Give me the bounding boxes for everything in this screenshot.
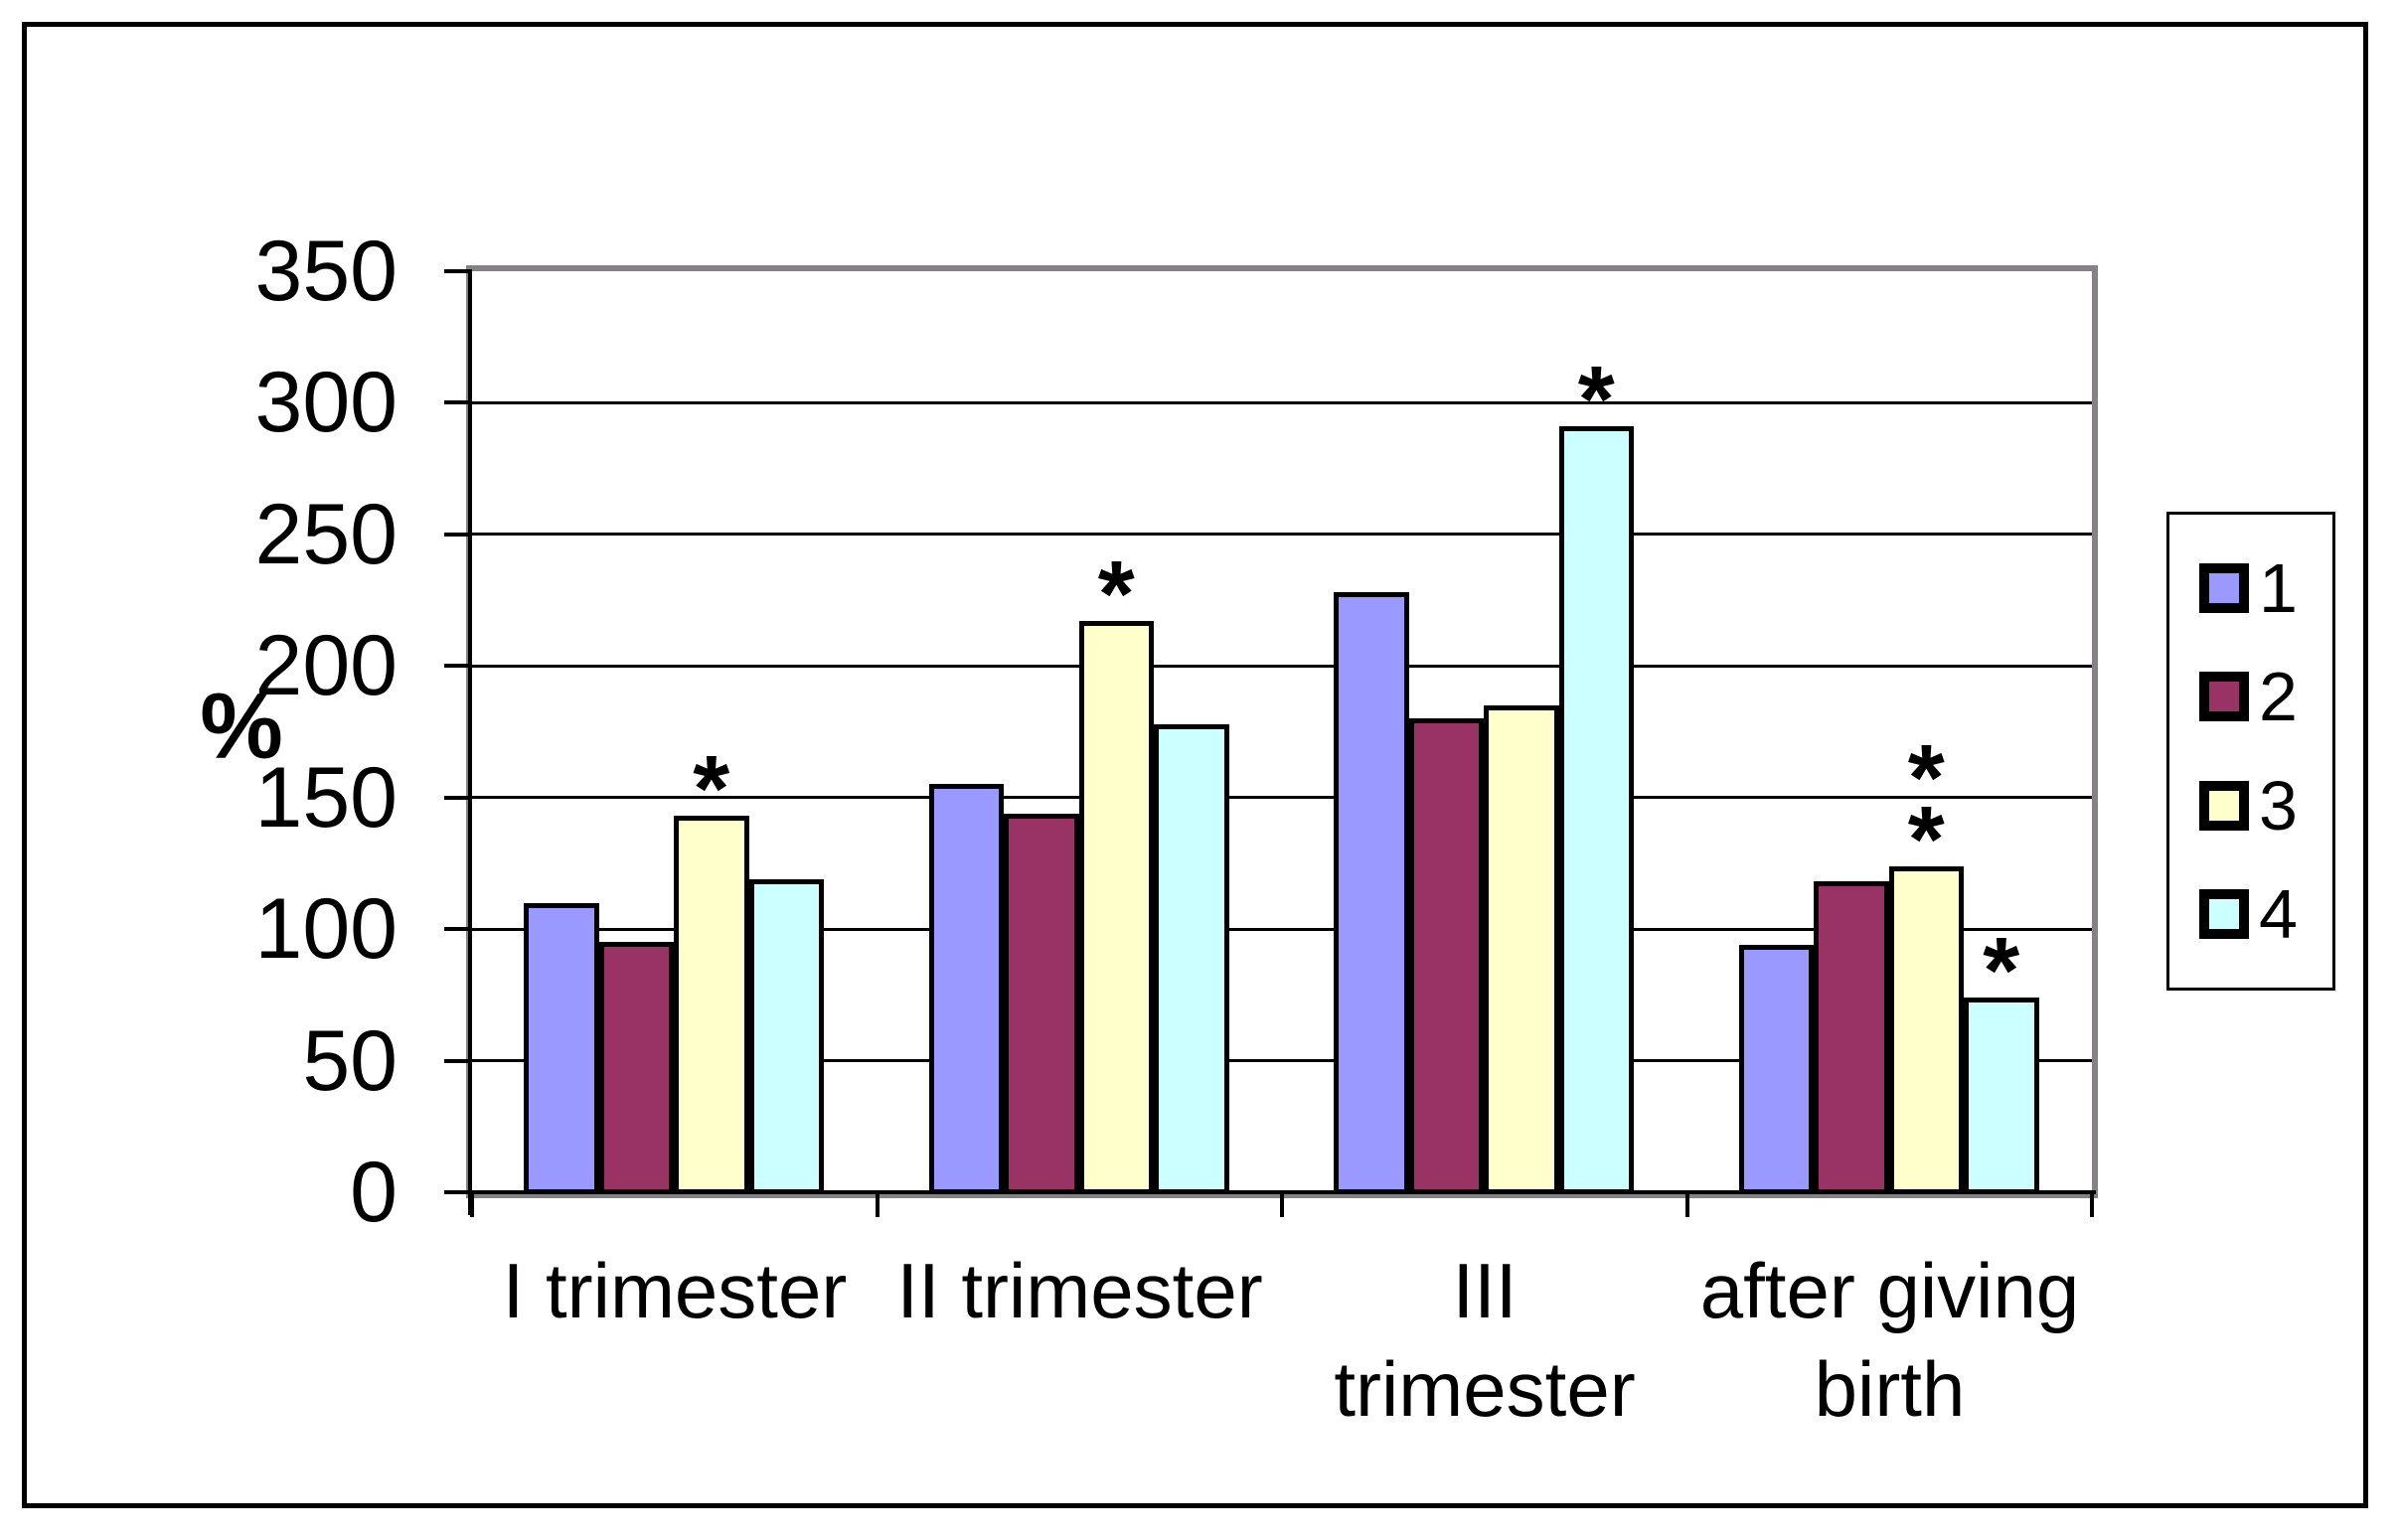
bar (928, 784, 1004, 1194)
y-axis-tick (444, 795, 472, 800)
significance-asterisk: * (1907, 724, 1945, 831)
significance-asterisk: * (1907, 786, 1945, 892)
y-axis-title: % (200, 674, 283, 778)
gridline (472, 533, 2092, 537)
legend-label: 3 (2259, 766, 2298, 845)
y-axis-tick-label: 50 (302, 1012, 398, 1109)
y-axis-tick-label: 250 (254, 486, 399, 582)
legend: 1 2 3 4 (2166, 512, 2335, 991)
x-axis-category-label: after giving birth (1699, 1247, 2080, 1433)
x-axis-category-label: I trimester (502, 1247, 848, 1334)
bar (1078, 621, 1154, 1194)
y-axis-tick (444, 927, 472, 932)
y-axis-tick (444, 400, 472, 405)
y-axis-tick (444, 532, 472, 537)
bar (598, 942, 674, 1194)
bar (524, 902, 599, 1194)
y-axis-tick-label: 100 (254, 881, 399, 978)
bar (1154, 723, 1229, 1194)
y-axis-tick-label: 200 (254, 618, 399, 714)
bar (674, 816, 749, 1194)
x-axis-tick (470, 1192, 474, 1217)
bar (1814, 881, 1889, 1194)
figure-border (22, 22, 2368, 1508)
bar (1738, 945, 1814, 1194)
legend-label: 4 (2259, 874, 2298, 953)
y-axis-tick-label: 300 (254, 355, 399, 451)
y-axis-tick-label: 0 (350, 1145, 398, 1240)
bar (748, 878, 824, 1194)
bar (1964, 998, 2039, 1194)
legend-swatch (2199, 888, 2249, 939)
gridline (472, 927, 2092, 931)
legend-item: 1 (2199, 553, 2332, 623)
y-axis-tick (444, 269, 472, 273)
significance-asterisk: * (1097, 541, 1135, 648)
x-axis-category-label: II trimester (896, 1247, 1263, 1334)
legend-item: 4 (2199, 879, 2332, 949)
bar (1334, 592, 1409, 1194)
legend-swatch (2199, 672, 2249, 722)
x-axis-tick (1280, 1192, 1284, 1217)
bar (1004, 813, 1079, 1194)
gridline (472, 1059, 2092, 1063)
bar (1888, 865, 1964, 1194)
significance-asterisk: * (1577, 347, 1615, 453)
significance-asterisk: * (693, 736, 730, 843)
bar (1484, 705, 1559, 1194)
legend-item: 2 (2199, 662, 2332, 731)
gridline (472, 664, 2092, 668)
gridline (472, 796, 2092, 800)
legend-swatch (2199, 563, 2249, 614)
x-axis-category-label: III trimester (1334, 1247, 1636, 1433)
y-axis-line (468, 271, 472, 1215)
bar (1558, 426, 1634, 1194)
legend-label: 2 (2259, 658, 2298, 736)
legend-swatch (2199, 780, 2249, 831)
significance-asterisk: * (1983, 918, 2020, 1023)
y-axis-tick-label: 150 (254, 749, 399, 846)
x-axis-tick (2090, 1192, 2094, 1217)
y-axis-tick-label: 350 (254, 224, 399, 319)
gridline (472, 400, 2092, 404)
legend-item: 3 (2199, 771, 2332, 841)
y-axis-tick (444, 1058, 472, 1063)
bar (1408, 718, 1484, 1194)
x-axis-line (446, 1190, 2096, 1194)
x-axis-tick (875, 1192, 880, 1217)
legend-label: 1 (2259, 549, 2298, 628)
y-axis-tick (444, 664, 472, 669)
x-axis-tick (1684, 1192, 1689, 1217)
